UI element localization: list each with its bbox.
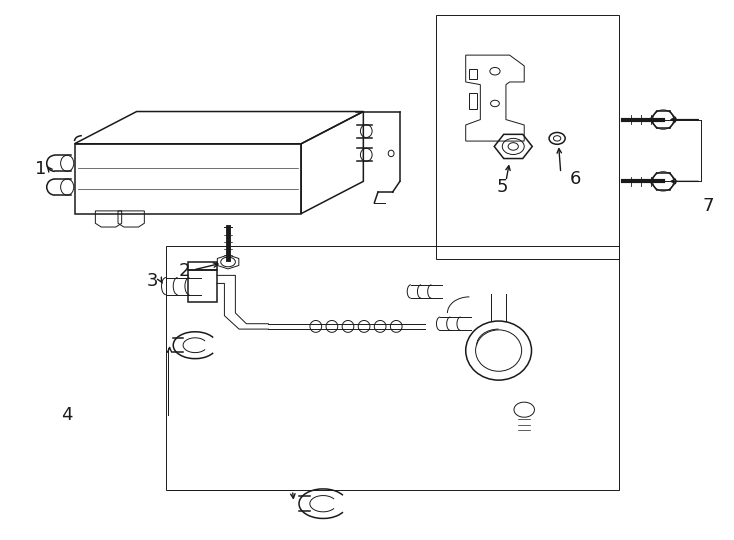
Text: 6: 6 <box>570 170 581 188</box>
Text: 1: 1 <box>35 160 47 178</box>
Text: 2: 2 <box>178 262 190 280</box>
Text: 3: 3 <box>147 272 159 290</box>
Text: 4: 4 <box>62 406 73 424</box>
Text: 7: 7 <box>702 197 714 214</box>
Text: 5: 5 <box>496 178 508 195</box>
